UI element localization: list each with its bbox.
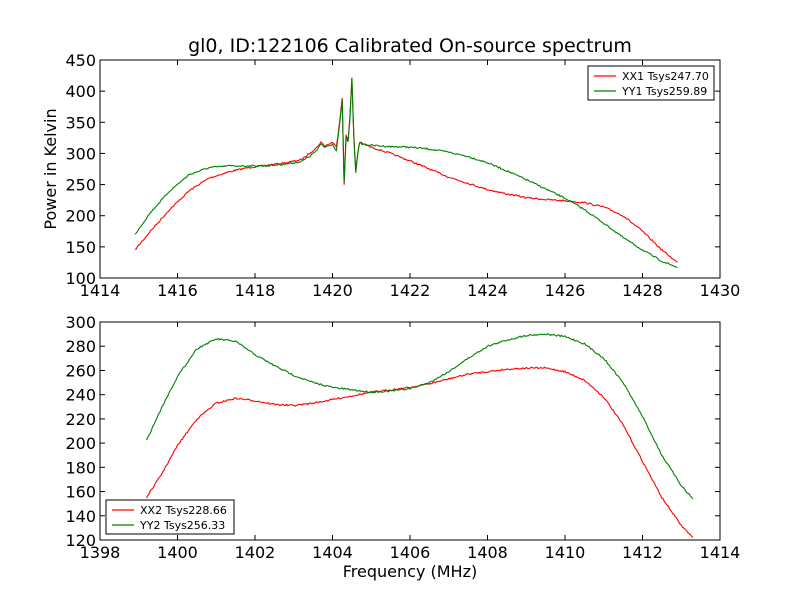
chart-title: gl0, ID:122106 Calibrated On-source spec…: [188, 35, 632, 57]
top-y-tick-label: 400: [65, 82, 96, 101]
top-y-tick-label: 250: [65, 176, 96, 195]
bottom-y-tick-label: 120: [65, 531, 96, 550]
top-series-line-2: [134, 77, 678, 268]
top-x-tick-label: 1422: [390, 281, 431, 300]
bottom-x-tick-label: 1408: [467, 543, 508, 562]
bottom-y-tick-label: 180: [65, 458, 96, 477]
top-y-tick-label: 300: [65, 144, 96, 163]
top-legend: XX1 Tsys247.70 YY1 Tsys259.89: [587, 65, 715, 101]
bottom-x-tick-label: 1400: [157, 543, 198, 562]
top-y-tick-label: 350: [65, 113, 96, 132]
y-axis-label: Power in Kelvin: [41, 108, 60, 229]
top-x-tick-label: 1424: [467, 281, 508, 300]
top-x-tick-label: 1420: [312, 281, 353, 300]
top-legend-entry-2: YY1 Tsys259.89: [621, 85, 707, 98]
top-x-tick-label: 1426: [545, 281, 586, 300]
top-series-line-1: [134, 78, 678, 263]
x-axis-label: Frequency (MHz): [343, 562, 477, 581]
bottom-ticks: 1398 1400 1402 1404 1406 1408 1410 1412 1414 120 1…: [65, 313, 740, 562]
bottom-y-tick-label: 220: [65, 410, 96, 429]
top-panel: 1414 1416 1418 1420 1422 1424 1426 1428 1430 100 1…: [65, 51, 740, 300]
bottom-legend-box: [105, 499, 235, 535]
top-y-tick-label: 200: [65, 207, 96, 226]
top-x-tick-label: 1416: [157, 281, 198, 300]
top-y-tick-label: 100: [65, 269, 96, 288]
top-x-tick-label: 1414: [80, 281, 121, 300]
top-y-tick-label: 450: [65, 51, 96, 70]
bottom-panel: 1398 1400 1402 1404 1406 1408 1410 1412 1414 120 1…: [65, 313, 740, 562]
top-y-tick-label: 150: [65, 238, 96, 257]
bottom-series-line-2: [146, 333, 694, 500]
bottom-x-tick-label: 1404: [312, 543, 353, 562]
bottom-x-tick-label: 1410: [545, 543, 586, 562]
bottom-x-tick-label: 1412: [622, 543, 663, 562]
bottom-y-tick-label: 200: [65, 434, 96, 453]
bottom-legend-entry-2: YY2 Tsys256.33: [139, 519, 225, 532]
bottom-y-tick-label: 160: [65, 483, 96, 502]
bottom-y-tick-label: 300: [65, 313, 96, 332]
bottom-y-tick-label: 140: [65, 507, 96, 526]
top-plot-area: [134, 77, 678, 268]
top-ticks: 1414 1416 1418 1420 1422 1424 1426 1428 1430 100 1…: [65, 51, 740, 300]
bottom-x-tick-label: 1402: [235, 543, 276, 562]
bottom-legend: XX2 Tsys228.66 YY2 Tsys256.33: [105, 499, 235, 535]
top-x-tick-label: 1428: [622, 281, 663, 300]
bottom-legend-entry-1: XX2 Tsys228.66: [140, 504, 227, 517]
top-legend-box: [587, 65, 715, 101]
top-legend-entry-1: XX1 Tsys247.70: [622, 70, 709, 83]
bottom-x-tick-label: 1406: [390, 543, 431, 562]
bottom-x-tick-label: 1398: [80, 543, 121, 562]
bottom-x-tick-label: 1414: [700, 543, 741, 562]
top-x-tick-label: 1430: [700, 281, 741, 300]
bottom-y-tick-label: 280: [65, 337, 96, 356]
top-x-tick-label: 1418: [235, 281, 276, 300]
bottom-y-tick-label: 260: [65, 361, 96, 380]
bottom-y-tick-label: 240: [65, 386, 96, 405]
bottom-plot-area: [146, 333, 694, 538]
